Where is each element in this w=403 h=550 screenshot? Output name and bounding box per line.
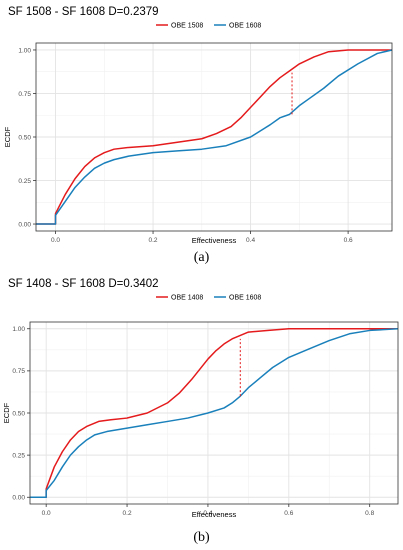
chart-panel-a: SF 1508 - SF 1608 D=0.2379 0.0 0.2 0.4 0.6 0… [0,0,403,272]
x-tick-label: 0.6 [284,510,293,517]
y-tick-label: 1.00 [12,326,25,333]
chart-title: SF 1508 - SF 1608 D=0.2379 [8,6,159,18]
y-tick-label: 0.00 [18,221,31,228]
y-tick-label: 1.00 [18,47,31,54]
legend-label: OBE 1608 [229,295,261,302]
y-axis-label: ECDF [3,126,12,147]
x-tick-label: 0.0 [42,510,51,517]
y-tick-label: 0.50 [12,410,25,417]
chart-panel-b: SF 1408 - SF 1608 D=0.3402 0.0 0.2 0.4 0.6 0… [0,272,403,550]
x-axis-label: Effectiveness [192,236,237,245]
figure-caption: (a) [193,250,210,265]
y-tick-label: 0.00 [12,495,25,502]
series-line-obe-1608 [36,49,393,225]
y-tick-label: 0.75 [12,368,25,375]
y-tick-label: 0.25 [18,178,31,185]
series-line-obe-1508 [36,49,392,225]
x-tick-label: 0.2 [149,237,158,244]
x-tick-label: 0.4 [246,237,255,244]
y-axis-label: ECDF [2,402,11,423]
ecdf-chart-a: 0.0 0.2 0.4 0.6 0.00 0.25 0.50 0.75 1.00 Effectiv… [3,23,393,245]
figure-caption: (b) [193,530,210,545]
legend-label: OBE 1608 [229,23,261,30]
legend: OBE 1408 OBE 1608 [156,295,261,302]
x-tick-label: 0.6 [344,237,353,244]
x-tick-label: 0.2 [123,510,132,517]
x-tick-label: 0.4 [203,510,212,517]
x-tick-label: 0.8 [365,510,374,517]
x-axis-label: Effectiveness [192,510,237,519]
y-tick-label: 0.75 [18,91,31,98]
legend-label: OBE 1408 [171,295,203,302]
chart-title: SF 1408 - SF 1608 D=0.3402 [8,278,159,290]
legend: OBE 1508 OBE 1608 [156,23,261,30]
legend-label: OBE 1508 [171,23,203,30]
series-line-obe-1408 [30,327,398,499]
x-tick-label: 0.0 [51,237,60,244]
ecdf-chart-b: 0.0 0.2 0.4 0.6 0.8 0.00 0.25 0.50 0.75 1.00 Effec… [2,295,399,519]
y-tick-label: 0.25 [12,452,25,459]
series-line-obe-1608 [30,327,399,499]
y-tick-label: 0.50 [18,134,31,141]
